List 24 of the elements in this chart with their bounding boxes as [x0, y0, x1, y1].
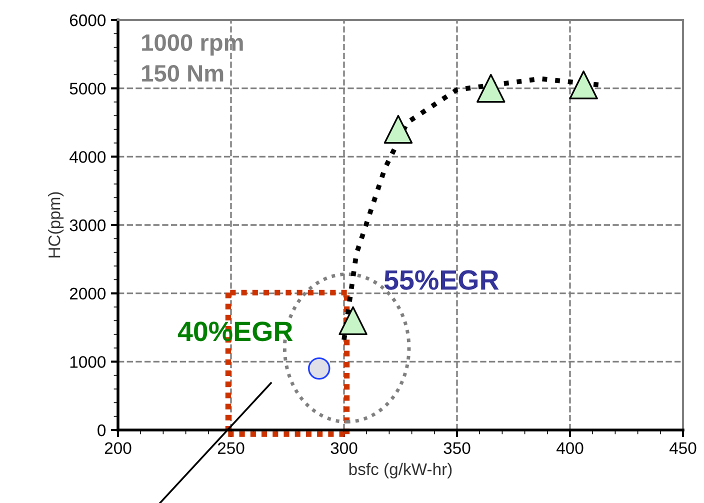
- x-tick-label: 350: [444, 442, 470, 454]
- point: [569, 70, 598, 100]
- y-tick-label: 1000: [70, 356, 106, 368]
- y-tick-label: 4000: [70, 151, 106, 163]
- point: [384, 114, 413, 144]
- annotation: 1000 rpm: [142, 34, 243, 56]
- x-tick-label: 400: [556, 442, 584, 454]
- point: [476, 74, 506, 103]
- x-axis-title: bsfc (g/kW-hr): [349, 462, 452, 478]
- y-axis-title: HC(ppm): [48, 192, 64, 258]
- x-tick-label: 250: [218, 442, 244, 454]
- annotation: 55%EGR: [384, 270, 499, 290]
- annotation: 150 Nm: [142, 64, 224, 82]
- x-tick-label: 200: [104, 442, 132, 454]
- y-tick-label: 6000: [70, 14, 106, 26]
- y-tick-label: 3000: [70, 219, 106, 232]
- annotation: 40%EGR: [178, 322, 293, 342]
- x-tick-label: 300: [330, 442, 358, 454]
- y-tick-label: 2000: [70, 288, 106, 300]
- y-tick-label: 5000: [70, 82, 106, 95]
- point: [308, 357, 330, 380]
- x-tick-label: 450: [669, 442, 696, 454]
- y-tick-label: 0: [98, 424, 106, 436]
- point: [338, 306, 368, 336]
